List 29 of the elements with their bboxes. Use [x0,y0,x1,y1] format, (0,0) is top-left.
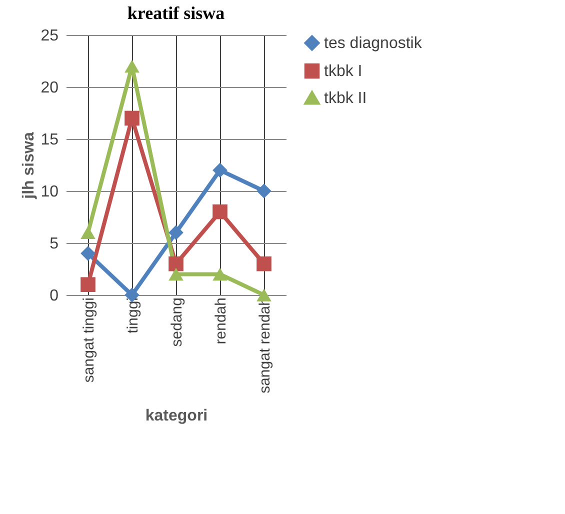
point [124,110,140,126]
y-tick-label: 10 [40,184,59,200]
point [212,204,228,220]
point [168,256,184,272]
point [124,60,140,73]
x-tick-label: sangat tinggi [80,298,98,383]
point [212,162,228,178]
y-tick-label: 0 [50,288,59,304]
point [256,288,272,302]
y-tick-label: 15 [40,132,59,148]
point [168,225,184,240]
x-tick-label: sedang [168,298,186,347]
legend-label: tkbk II [324,90,367,107]
y-tick-label: 20 [40,80,59,96]
legend-label: tkbk I [324,63,362,80]
point [80,277,96,292]
y-tick-label: 25 [40,28,59,44]
y-tick-label: 5 [50,236,59,252]
point [80,226,96,240]
x-tick-label: rendah [212,298,230,344]
point [212,268,228,281]
point [256,184,272,198]
legend-label: tes diagnostik [324,35,423,52]
y-axis-title: jlh siswa [20,132,38,200]
chart-title: kreatif siswa [127,3,225,23]
point [256,256,272,272]
point [80,246,96,261]
point [168,268,184,281]
x-axis-title: kategori [145,407,208,424]
